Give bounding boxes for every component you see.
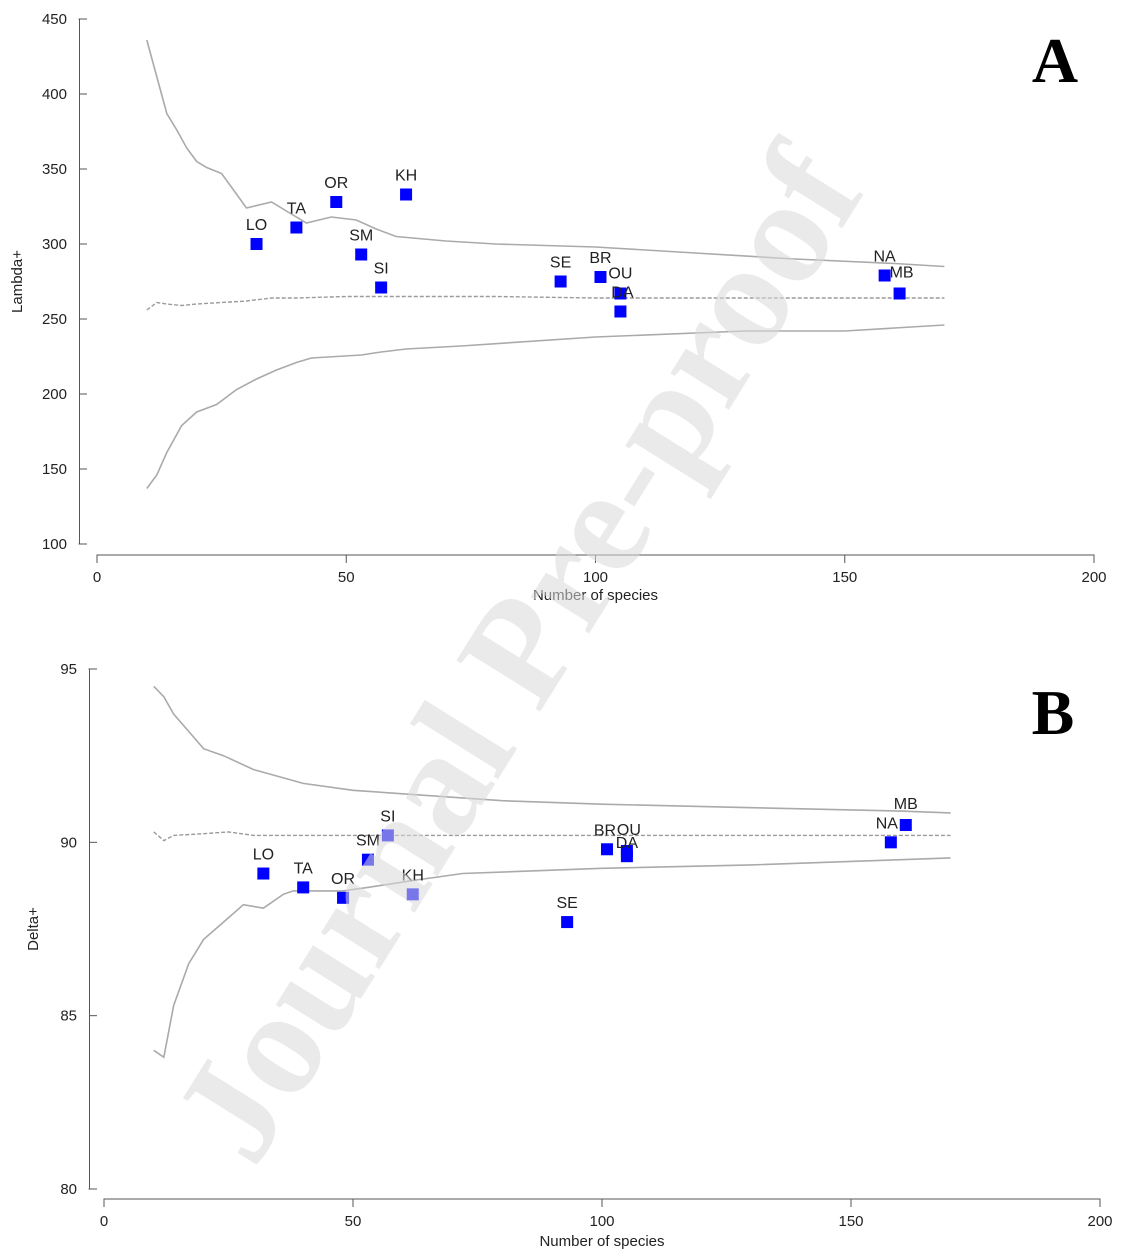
data-point-lo — [257, 867, 270, 880]
point-label-mb: MB — [894, 796, 918, 813]
y-ticks: 80 85 90 95 — [60, 661, 97, 1198]
y-axis-line — [88, 668, 90, 1190]
x-tick-label: 0 — [93, 569, 101, 586]
point-label-mb: MB — [890, 265, 914, 282]
data-point-da — [620, 850, 633, 863]
x-tick-label: 100 — [583, 569, 608, 586]
point-label-br: BR — [589, 250, 611, 267]
point-label-ta: TA — [294, 860, 314, 877]
data-point-na — [878, 269, 891, 282]
y-tick-label: 95 — [60, 661, 77, 678]
panel-b-curves — [153, 685, 951, 1059]
y-axis-title: Delta+ — [25, 907, 42, 951]
y-tick-label: 200 — [42, 386, 67, 403]
point-label-ou: OU — [617, 822, 641, 839]
point-label-ta: TA — [287, 201, 307, 218]
lower-limit-line — [146, 324, 945, 489]
data-point-br — [600, 843, 613, 856]
point-label-si: SI — [374, 261, 389, 278]
data-point-ta — [297, 881, 310, 894]
data-point-mb — [893, 287, 906, 300]
panel-a-curves — [146, 39, 945, 489]
point-label-br: BR — [594, 822, 616, 839]
x-tick-label: 200 — [1081, 569, 1106, 586]
data-point-mb — [899, 819, 912, 831]
data-point-na — [884, 836, 897, 849]
y-axis-line — [78, 18, 80, 545]
panel-a-axes: 100 150 200 250 300 350 400 450 0 50 100 150 200 La… — [9, 11, 1107, 604]
x-tick-label: 50 — [338, 569, 355, 586]
y-tick-label: 150 — [42, 461, 67, 478]
data-point-kh — [400, 188, 413, 201]
panel-label: B — [1032, 677, 1075, 748]
upper-limit-line — [146, 39, 945, 268]
panel-b: 80 85 90 95 0 50 100 150 200 Delta+ Number of s… — [25, 661, 1113, 1250]
point-label-kh: KH — [395, 168, 417, 185]
x-tick-label: 50 — [345, 1213, 362, 1230]
data-point-ou — [614, 287, 627, 300]
point-label-ou: OU — [608, 266, 632, 283]
data-point-br — [594, 271, 607, 283]
data-point-se — [561, 916, 574, 929]
x-tick-label: 150 — [832, 569, 857, 586]
data-point-or — [337, 891, 350, 904]
point-label-da: DA — [616, 835, 639, 852]
data-point-ta — [290, 221, 303, 234]
upper-limit-line — [153, 685, 951, 814]
data-point-sm — [355, 248, 368, 261]
point-label-sm: SM — [349, 228, 373, 245]
x-tick-label: 200 — [1087, 1213, 1112, 1230]
point-label-kh: KH — [402, 867, 424, 884]
y-tick-label: 90 — [60, 834, 77, 851]
x-axis-title: Number of species — [533, 587, 658, 604]
point-label-na: NA — [874, 249, 897, 266]
point-label-lo: LO — [253, 847, 274, 864]
point-label-se: SE — [556, 895, 577, 912]
y-tick-label: 80 — [60, 1181, 77, 1198]
x-tick-label: 0 — [100, 1213, 108, 1230]
point-label-or: OR — [324, 175, 348, 192]
y-tick-label: 100 — [42, 536, 67, 553]
data-point-se — [554, 275, 567, 288]
data-point-kh — [406, 888, 419, 901]
data-point-si — [375, 281, 388, 294]
panel-label: A — [1032, 25, 1078, 96]
panel-b-axes: 80 85 90 95 0 50 100 150 200 Delta+ Number of s… — [25, 661, 1113, 1250]
point-label-da: DA — [611, 285, 634, 302]
data-point-da — [614, 305, 627, 318]
point-label-se: SE — [550, 255, 571, 272]
y-tick-label: 250 — [42, 311, 67, 328]
y-tick-label: 400 — [42, 86, 67, 103]
point-label-na: NA — [876, 815, 899, 832]
x-tick-label: 100 — [589, 1213, 614, 1230]
y-tick-label: 300 — [42, 236, 67, 253]
mean-line — [153, 831, 951, 842]
y-ticks: 100 150 200 250 300 350 400 450 — [42, 11, 87, 553]
x-axis-title: Number of species — [539, 1233, 664, 1250]
watermark: Journal Pre-proof — [141, 117, 896, 1188]
point-label-sm: SM — [356, 833, 380, 850]
y-tick-label: 450 — [42, 11, 67, 28]
data-point-sm — [361, 853, 374, 866]
mean-line — [146, 295, 945, 311]
lower-limit-line — [153, 857, 951, 1059]
x-tick-label: 150 — [838, 1213, 863, 1230]
data-point-si — [381, 829, 394, 842]
x-ticks: 0 50 100 150 200 — [93, 555, 1107, 586]
point-label-lo: LO — [246, 217, 267, 234]
y-tick-label: 85 — [60, 1008, 77, 1025]
point-label-si: SI — [380, 808, 395, 825]
panel-a: 100 150 200 250 300 350 400 450 0 50 100 150 200 La… — [9, 11, 1107, 604]
data-point-lo — [250, 238, 263, 250]
point-label-or: OR — [331, 871, 355, 888]
x-ticks: 0 50 100 150 200 — [100, 1199, 1113, 1230]
y-axis-title: Lambda+ — [9, 250, 26, 313]
data-point-or — [330, 196, 343, 208]
y-tick-label: 350 — [42, 161, 67, 178]
